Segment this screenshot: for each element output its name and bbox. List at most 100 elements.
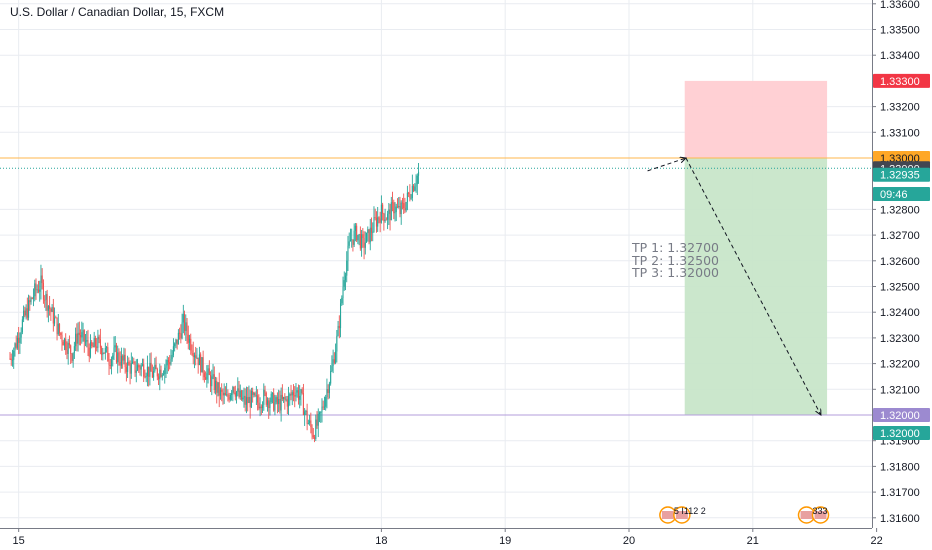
candle-body <box>226 394 228 396</box>
candle-body <box>214 380 217 390</box>
candle-body <box>181 322 183 339</box>
candle-body <box>180 333 182 339</box>
candle-body <box>114 345 116 348</box>
candle-body <box>216 380 218 393</box>
candle-body <box>416 175 418 185</box>
candle-body <box>154 364 156 372</box>
tp2-note: TP 2: 1.32500 <box>632 252 719 268</box>
candle-body <box>184 314 186 331</box>
candle-body <box>348 241 350 246</box>
candle-body <box>176 339 178 345</box>
candle-body <box>156 369 158 377</box>
candle-body <box>211 376 213 387</box>
candle-body <box>237 388 239 392</box>
candle-body <box>35 283 37 291</box>
candle-body <box>191 350 193 353</box>
price-tick-label: 1.32100 <box>880 384 920 396</box>
candlestick-series <box>9 162 420 443</box>
candle-body <box>145 376 147 378</box>
candle-body <box>16 337 18 348</box>
price-tag-bg <box>873 167 930 182</box>
candle-body <box>342 286 344 299</box>
candle-body <box>124 354 126 368</box>
candle-body <box>388 209 390 214</box>
price-tag: 1.32000 <box>873 408 930 422</box>
time-tick-label: 21 <box>747 535 759 547</box>
time-tick-label: 20 <box>623 535 635 547</box>
candle-body <box>110 359 113 366</box>
candle-body <box>399 206 401 215</box>
price-tick-label: 1.32500 <box>880 282 920 294</box>
candle-body <box>317 413 319 426</box>
candle-body <box>390 202 392 221</box>
candle-body <box>82 330 84 333</box>
candle-body <box>171 354 173 360</box>
candle-body <box>413 185 415 191</box>
candle-body <box>76 333 78 344</box>
candle-body <box>206 373 208 380</box>
candle-body <box>46 294 48 311</box>
candle-body <box>109 365 111 366</box>
candle-body <box>155 364 157 370</box>
candle-body <box>89 341 92 357</box>
candle-body <box>252 390 254 395</box>
candle-body <box>268 400 270 408</box>
candle-body <box>73 346 75 353</box>
candle-body <box>78 332 80 336</box>
candle-body <box>210 375 212 387</box>
candle-body <box>331 366 333 372</box>
candle-body <box>21 319 23 333</box>
candle-body <box>213 374 215 390</box>
candle-body <box>227 394 229 398</box>
candle-body <box>365 232 368 243</box>
event-marker[interactable]: 5 I112 2 <box>659 506 706 524</box>
candle-body <box>44 299 46 301</box>
candle-body <box>291 392 293 396</box>
candle-body <box>280 394 282 411</box>
price-tick-label: 1.32200 <box>880 359 920 371</box>
candle-body <box>30 298 32 303</box>
candle-body <box>347 245 349 261</box>
candle-body <box>310 420 312 428</box>
candle-body <box>297 390 300 400</box>
candle-body <box>141 364 144 366</box>
candle-body <box>312 435 314 438</box>
candle-body <box>292 392 295 396</box>
candle-body <box>368 229 370 243</box>
candle-body <box>41 275 43 284</box>
candle-body <box>172 346 174 355</box>
candle-body <box>417 171 420 176</box>
price-tag: 1.32000 <box>873 425 930 440</box>
candle-body <box>339 303 342 329</box>
candle-body <box>102 352 104 355</box>
candle-body <box>55 317 57 319</box>
candle-body <box>288 395 290 407</box>
candle-body <box>39 289 41 292</box>
candle-body <box>103 352 105 354</box>
candle-body <box>72 352 74 361</box>
candle-body <box>274 402 276 411</box>
candle-body <box>14 343 16 351</box>
candle-body <box>295 392 297 397</box>
candle-body <box>248 396 250 403</box>
event-marker[interactable]: 333 <box>797 506 830 524</box>
price-tag-label: 1.32000 <box>880 428 920 440</box>
candle-body <box>349 240 351 242</box>
candle-body <box>302 393 304 415</box>
candle-body <box>247 397 249 403</box>
horizontal-lines <box>0 157 872 416</box>
candle-body <box>15 343 17 348</box>
candle-body <box>221 389 223 392</box>
candle-body <box>146 366 148 377</box>
candle-body <box>66 350 68 354</box>
candle-body <box>98 336 100 340</box>
candle-body <box>384 219 386 222</box>
candle-body <box>236 391 238 397</box>
candle-body <box>25 308 27 316</box>
candle-body <box>332 359 334 367</box>
candle-body <box>186 322 188 335</box>
candle-body <box>357 234 359 241</box>
candle-body <box>396 206 399 208</box>
candle-body <box>20 332 22 338</box>
